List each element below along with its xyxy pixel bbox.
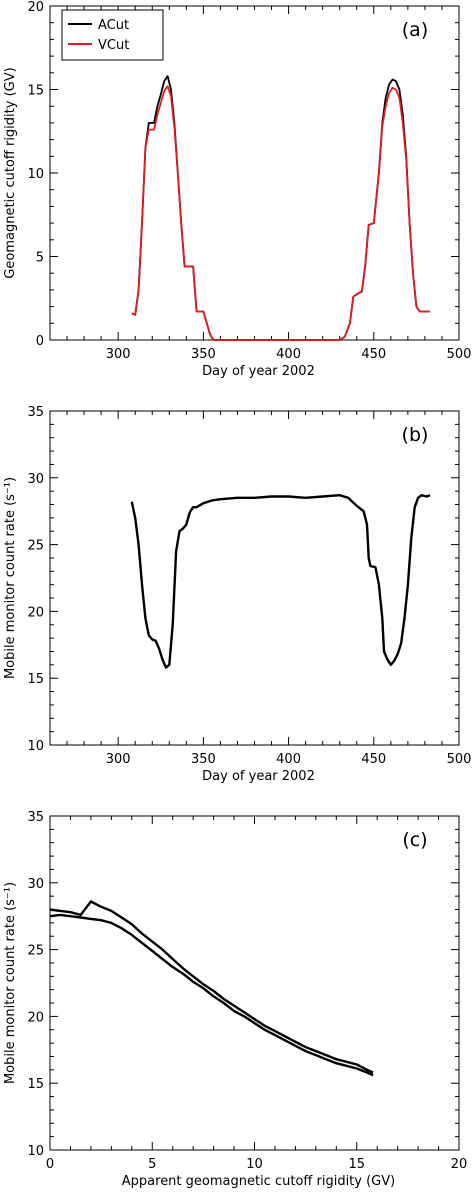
- x-tick-label: 500: [447, 347, 472, 362]
- y-tick-label: 20: [27, 0, 44, 15]
- plot-frame: [49, 410, 460, 746]
- series-line-1: [49, 913, 374, 1077]
- panel-b: 300 350 400 450 500 10 15 20 25 30 35 Day of year 2…: [3, 405, 471, 784]
- x-axis-label: Day of year 2002: [202, 769, 315, 784]
- x-tick-label: 500: [447, 752, 472, 767]
- x-tick-label: 400: [276, 347, 301, 362]
- x-tick-label: 15: [348, 1157, 365, 1172]
- x-tick-label: 350: [191, 347, 216, 362]
- legend-entry: ACut: [98, 18, 129, 33]
- panel-c: 0 5 10 15 20 10 15 20 25 30 35 Apparent geomagnetic…: [3, 810, 467, 1189]
- y-tick-label: 25: [27, 539, 44, 554]
- x-tick-label: 450: [361, 347, 386, 362]
- y-tick-label: 15: [27, 84, 44, 99]
- x-tick-label: 400: [276, 752, 301, 767]
- y-tick-label: 5: [36, 251, 44, 266]
- x-axis-label: Day of year 2002: [202, 364, 315, 379]
- y-tick-label: 20: [27, 605, 44, 620]
- x-tick-label: 5: [148, 1157, 156, 1172]
- y-tick-label: 30: [27, 877, 44, 892]
- y-axis-label: Mobile monitor count rate (s⁻¹): [3, 477, 18, 679]
- panel-a: 300 350 400 450 500 0 5 10 15 20 Day of year 2002 G…: [3, 0, 471, 379]
- panel-label: (b): [402, 424, 429, 446]
- y-tick-label: 30: [27, 472, 44, 487]
- series-line-acut: [131, 75, 430, 341]
- y-tick-label: 0: [36, 334, 44, 349]
- y-tick-label: 20: [27, 1010, 44, 1025]
- y-tick-label: 10: [27, 1144, 44, 1159]
- plot-frame: [49, 815, 460, 1151]
- series-line-0: [49, 900, 374, 1074]
- y-tick-label: 35: [27, 810, 44, 825]
- x-tick-label: 10: [246, 1157, 263, 1172]
- panel-label: (c): [402, 829, 427, 851]
- y-tick-label: 15: [27, 1077, 44, 1092]
- y-tick-label: 25: [27, 944, 44, 959]
- x-axis-label: Apparent geomagnetic cutoff rigidity (GV…: [122, 1174, 395, 1189]
- x-tick-label: 300: [106, 347, 131, 362]
- legend-box: [61, 9, 164, 61]
- y-axis-label: Mobile monitor count rate (s⁻¹): [3, 882, 18, 1084]
- legend-entry: VCut: [98, 38, 129, 53]
- x-tick-label: 300: [106, 752, 131, 767]
- series-line-0: [130, 494, 431, 669]
- x-tick-label: 20: [451, 1157, 468, 1172]
- legend: ACut VCut: [61, 9, 164, 61]
- x-tick-label: 350: [191, 752, 216, 767]
- x-tick-label: 450: [361, 752, 386, 767]
- y-tick-label: 10: [27, 167, 44, 182]
- y-axis-label: Geomagnetic cutoff rigidity (GV): [3, 67, 18, 278]
- x-tick-label: 0: [46, 1157, 54, 1172]
- y-tick-label: 15: [27, 672, 44, 687]
- y-tick-label: 10: [27, 739, 44, 754]
- series-line-vcut: [131, 85, 430, 341]
- panel-label: (a): [402, 19, 428, 41]
- y-tick-label: 35: [27, 405, 44, 420]
